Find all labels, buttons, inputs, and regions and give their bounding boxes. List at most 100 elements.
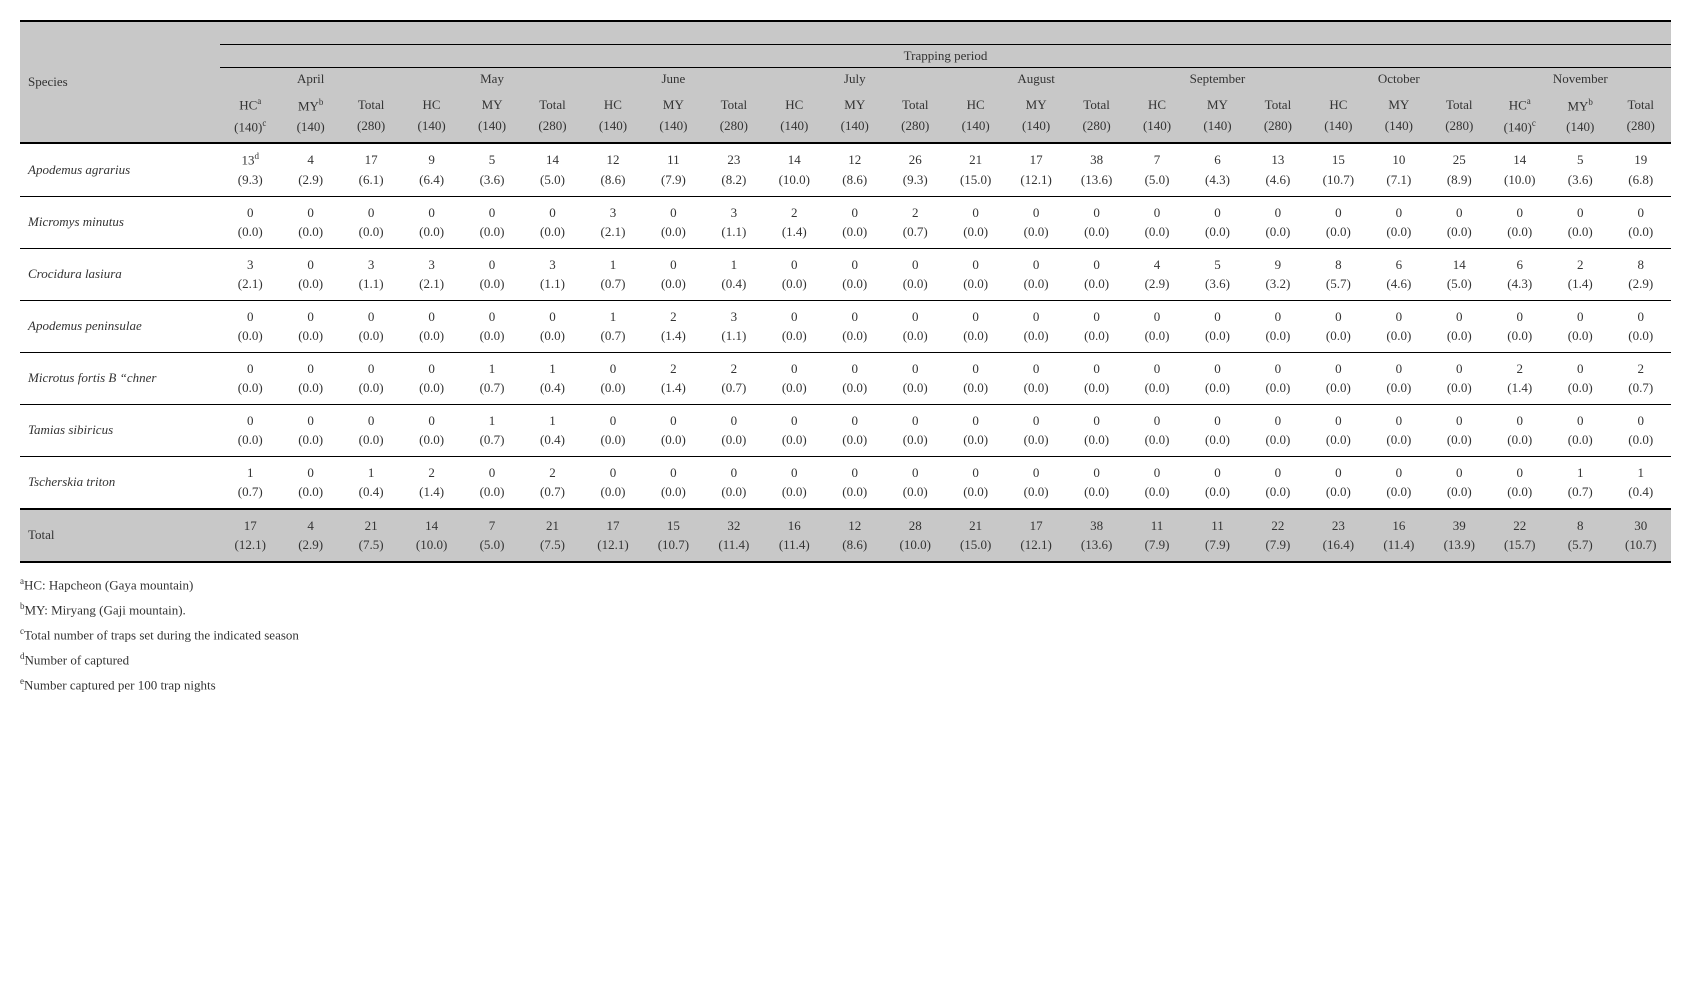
header-month: September bbox=[1127, 68, 1308, 91]
total-cell: 14(10.0) bbox=[401, 509, 461, 562]
data-cell: 0(0.0) bbox=[1006, 248, 1066, 300]
header-subcol: MY(140) bbox=[825, 90, 885, 143]
data-cell: 0(0.0) bbox=[764, 300, 824, 352]
data-cell: 0(0.0) bbox=[1369, 456, 1429, 509]
data-cell: 0(0.0) bbox=[825, 300, 885, 352]
data-cell: 0(0.0) bbox=[1127, 300, 1187, 352]
data-cell: 0(0.0) bbox=[1187, 352, 1247, 404]
data-cell: 0(0.0) bbox=[401, 196, 461, 248]
data-cell: 2(1.4) bbox=[1490, 352, 1550, 404]
total-cell: 22(7.9) bbox=[1248, 509, 1308, 562]
data-cell: 0(0.0) bbox=[825, 404, 885, 456]
data-cell: 0(0.0) bbox=[1490, 456, 1550, 509]
data-cell: 0(0.0) bbox=[583, 404, 643, 456]
trapping-table: Species Trapping periodAprilMayJuneJulyA… bbox=[20, 20, 1671, 563]
header-subcol: Total(280) bbox=[1429, 90, 1489, 143]
data-cell: 0(0.0) bbox=[280, 352, 340, 404]
total-cell: 30(10.7) bbox=[1610, 509, 1671, 562]
data-cell: 0(0.0) bbox=[885, 248, 945, 300]
data-cell: 0(0.0) bbox=[1066, 456, 1126, 509]
data-cell: 5(3.6) bbox=[1187, 248, 1247, 300]
data-cell: 0(0.0) bbox=[643, 456, 703, 509]
data-cell: 0(0.0) bbox=[462, 456, 522, 509]
header-month: April bbox=[220, 68, 401, 91]
data-cell: 0(0.0) bbox=[1610, 404, 1671, 456]
header-subcol: MY(140) bbox=[1187, 90, 1247, 143]
data-cell: 0(0.0) bbox=[825, 248, 885, 300]
data-cell: 0(0.0) bbox=[462, 248, 522, 300]
data-cell: 0(0.0) bbox=[1550, 196, 1610, 248]
data-cell: 25(8.9) bbox=[1429, 143, 1489, 196]
data-cell: 2(0.7) bbox=[1610, 352, 1671, 404]
species-name: Microtus fortis B “chner bbox=[20, 352, 220, 404]
data-cell: 0(0.0) bbox=[704, 456, 764, 509]
data-cell: 0(0.0) bbox=[1369, 196, 1429, 248]
data-cell: 0(0.0) bbox=[583, 456, 643, 509]
data-cell: 0(0.0) bbox=[945, 300, 1005, 352]
data-cell: 3(1.1) bbox=[704, 300, 764, 352]
data-cell: 0(0.0) bbox=[1369, 352, 1429, 404]
data-cell: 0(0.0) bbox=[280, 456, 340, 509]
data-cell: 4(2.9) bbox=[280, 143, 340, 196]
data-cell: 0(0.0) bbox=[1248, 196, 1308, 248]
data-cell: 3(2.1) bbox=[401, 248, 461, 300]
data-cell: 1(0.4) bbox=[522, 352, 582, 404]
data-cell: 8(5.7) bbox=[1308, 248, 1368, 300]
data-cell: 0(0.0) bbox=[1187, 300, 1247, 352]
data-cell: 0(0.0) bbox=[764, 352, 824, 404]
data-cell: 3(2.1) bbox=[220, 248, 280, 300]
data-cell: 4(2.9) bbox=[1127, 248, 1187, 300]
data-cell: 0(0.0) bbox=[825, 196, 885, 248]
data-cell: 0(0.0) bbox=[1429, 196, 1489, 248]
data-cell: 0(0.0) bbox=[885, 352, 945, 404]
total-cell: 15(10.7) bbox=[643, 509, 703, 562]
data-cell: 1(0.7) bbox=[462, 404, 522, 456]
data-cell: 0(0.0) bbox=[522, 196, 582, 248]
data-cell: 0(0.0) bbox=[1308, 404, 1368, 456]
data-cell: 0(0.0) bbox=[280, 404, 340, 456]
data-cell: 0(0.0) bbox=[1127, 352, 1187, 404]
data-cell: 0(0.0) bbox=[1369, 300, 1429, 352]
header-month: June bbox=[583, 68, 764, 91]
data-cell: 15(10.7) bbox=[1308, 143, 1368, 196]
header-subcol: MY(140) bbox=[643, 90, 703, 143]
data-cell: 9(3.2) bbox=[1248, 248, 1308, 300]
footnote: cTotal number of traps set during the in… bbox=[20, 623, 1671, 648]
data-cell: 0(0.0) bbox=[1187, 456, 1247, 509]
data-cell: 11(7.9) bbox=[643, 143, 703, 196]
footnote: eNumber captured per 100 trap nights bbox=[20, 673, 1671, 698]
data-cell: 0(0.0) bbox=[280, 300, 340, 352]
data-cell: 0(0.0) bbox=[1610, 300, 1671, 352]
total-cell: 28(10.0) bbox=[885, 509, 945, 562]
header-month: May bbox=[401, 68, 582, 91]
data-cell: 0(0.0) bbox=[220, 196, 280, 248]
data-cell: 0(0.0) bbox=[1006, 300, 1066, 352]
header-subcol: HCa(140)c bbox=[220, 90, 280, 143]
data-cell: 0(0.0) bbox=[1248, 300, 1308, 352]
data-cell: 0(0.0) bbox=[885, 456, 945, 509]
data-cell: 2(1.4) bbox=[643, 352, 703, 404]
data-cell: 17(6.1) bbox=[341, 143, 401, 196]
data-cell: 2(0.7) bbox=[885, 196, 945, 248]
data-cell: 0(0.0) bbox=[341, 196, 401, 248]
total-label: Total bbox=[20, 509, 220, 562]
data-cell: 1(0.7) bbox=[583, 248, 643, 300]
total-cell: 38(13.6) bbox=[1066, 509, 1126, 562]
data-cell: 0(0.0) bbox=[280, 196, 340, 248]
data-cell: 0(0.0) bbox=[885, 300, 945, 352]
header-subcol: HC(140) bbox=[583, 90, 643, 143]
header-subcol: Total(280) bbox=[341, 90, 401, 143]
data-cell: 0(0.0) bbox=[1248, 456, 1308, 509]
data-cell: 0(0.0) bbox=[1550, 404, 1610, 456]
header-subcol: HC(140) bbox=[1308, 90, 1368, 143]
data-cell: 0(0.0) bbox=[764, 456, 824, 509]
total-cell: 23(16.4) bbox=[1308, 509, 1368, 562]
data-cell: 3(2.1) bbox=[583, 196, 643, 248]
data-cell: 0(0.0) bbox=[1248, 352, 1308, 404]
header-subcol: Total(280) bbox=[704, 90, 764, 143]
data-cell: 2(1.4) bbox=[1550, 248, 1610, 300]
data-cell: 2(1.4) bbox=[764, 196, 824, 248]
data-cell: 2(1.4) bbox=[643, 300, 703, 352]
header-subcol: Total(280) bbox=[1248, 90, 1308, 143]
header-subcol: Total(280) bbox=[1610, 90, 1671, 143]
